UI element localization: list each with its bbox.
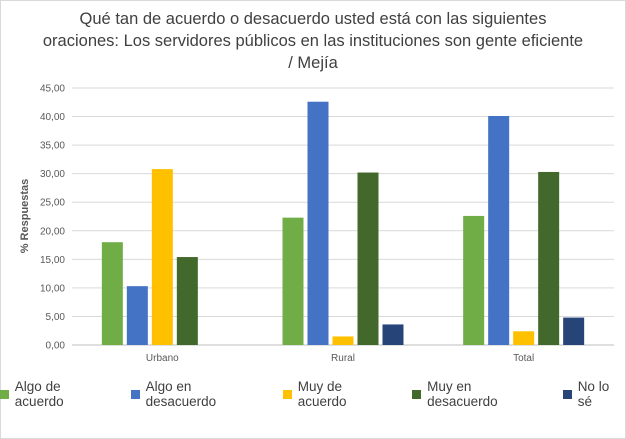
bar-total-3	[513, 331, 535, 345]
bar-total-1	[463, 215, 485, 345]
y-tick-label: 10,00	[40, 283, 65, 294]
x-axis-ticks: Urbano Rural Total	[146, 353, 534, 364]
legend-label: Algo en desacuerdo	[145, 379, 217, 409]
legend-swatch	[130, 389, 140, 399]
bar-total-2	[488, 115, 510, 346]
bar-total-4	[538, 171, 560, 345]
legend-swatch	[0, 389, 9, 399]
y-tick-label: 40,00	[40, 112, 65, 123]
legend-swatch	[562, 389, 572, 399]
y-tick-label: 5,00	[46, 312, 66, 323]
x-tick-label: Rural	[331, 353, 355, 364]
bars	[101, 101, 585, 346]
bar-urbano-2	[126, 286, 148, 345]
legend-item: Algo de acuerdo	[0, 379, 111, 409]
chart-legend: Algo de acuerdo Algo en desacuerdo Muy de …	[0, 379, 626, 409]
bar-urbano-1	[101, 242, 123, 345]
y-tick-label: 20,00	[40, 226, 65, 237]
y-tick-label: 35,00	[40, 141, 65, 152]
y-tick-label: 25,00	[40, 198, 65, 209]
legend-label: Algo de acuerdo	[14, 379, 64, 409]
legend-item: No lo sé	[562, 379, 626, 409]
y-tick-label: 45,00	[40, 84, 65, 95]
bar-rural-3	[332, 336, 354, 345]
bar-rural-5	[382, 324, 404, 345]
y-tick-label: 30,00	[40, 169, 65, 180]
x-tick-label: Total	[513, 353, 534, 364]
x-tick-label: Urbano	[146, 353, 179, 364]
y-tick-label: 0,00	[46, 341, 66, 352]
bar-urbano-3	[151, 169, 173, 345]
bar-rural-4	[357, 172, 379, 345]
legend-label: Muy de acuerdo	[297, 379, 347, 409]
legend-item: Muy de acuerdo	[282, 379, 392, 409]
y-axis-label: % Respuestas	[19, 179, 31, 254]
legend-swatch	[282, 389, 292, 399]
legend-swatch	[412, 389, 422, 399]
bar-rural-2	[307, 101, 329, 345]
legend-label: No lo sé	[577, 379, 610, 409]
y-tick-label: 15,00	[40, 255, 65, 266]
bar-urbano-4	[176, 257, 198, 345]
legend-item: Muy en desacuerdo	[412, 379, 543, 409]
y-axis-ticks: 0,00 5,00 10,00 15,00 20,00 25,00 30,00 35,00 40…	[40, 84, 65, 352]
chart-title: Qué tan de acuerdo o desacuerdo usted es…	[42, 10, 584, 72]
legend-label: Muy en desacuerdo	[427, 379, 498, 409]
legend-item: Algo en desacuerdo	[130, 379, 263, 409]
bar-rural-1	[282, 217, 304, 345]
bar-total-5	[563, 317, 585, 345]
